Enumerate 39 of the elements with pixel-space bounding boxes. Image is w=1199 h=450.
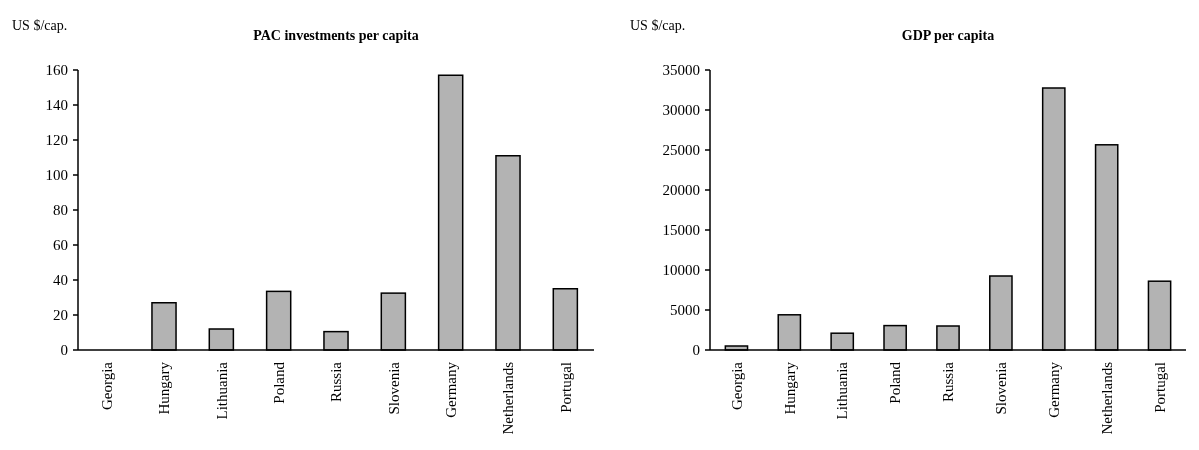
x-tick-label: Poland: [887, 361, 904, 404]
x-tick-label: Hungary: [156, 361, 173, 415]
y-tick-label: 15000: [662, 222, 700, 239]
y-tick-label: 35000: [662, 62, 700, 79]
x-tick-label: Russia: [940, 361, 957, 403]
y-axis-title: US $/cap.: [630, 18, 686, 33]
y-tick-label: 30000: [662, 102, 700, 119]
x-tick-label: Portugal: [557, 362, 574, 413]
y-tick-label: 0: [692, 342, 700, 359]
y-tick-label: 160: [45, 62, 68, 79]
y-tick-label: 20: [53, 307, 68, 324]
y-tick-label: 0: [60, 342, 68, 359]
x-tick-label: Netherlands: [1098, 361, 1115, 435]
x-tick-label: Germany: [1046, 361, 1063, 418]
chart-title: PAC investments per capita: [253, 28, 419, 43]
x-tick-label: Russia: [328, 361, 345, 403]
y-tick-label: 10000: [662, 262, 700, 279]
y-tick-label: 60: [53, 237, 68, 254]
x-tick-label: Slovenia: [993, 361, 1010, 415]
x-tick-label: Netherlands: [500, 361, 517, 435]
y-tick-label: 25000: [662, 142, 700, 159]
chart-title: GDP per capita: [901, 28, 995, 43]
y-tick-label: 140: [45, 97, 68, 114]
y-tick-label: 100: [45, 167, 68, 184]
x-tick-label: Georgia: [98, 361, 115, 411]
x-tick-label: Lithuania: [213, 361, 230, 420]
y-tick-label: 80: [53, 202, 68, 219]
y-tick-label: 120: [45, 132, 68, 149]
x-tick-label: Hungary: [781, 361, 798, 415]
x-tick-label: Slovenia: [385, 361, 402, 415]
x-tick-label: Lithuania: [834, 361, 851, 420]
x-tick-label: Georgia: [728, 361, 745, 411]
y-axis-title: US $/cap.: [12, 18, 68, 33]
y-tick-label: 5000: [670, 302, 700, 319]
x-tick-label: Germany: [442, 361, 459, 418]
y-tick-label: 20000: [662, 182, 700, 199]
x-tick-label: Poland: [270, 361, 287, 404]
x-tick-label: Portugal: [1151, 362, 1168, 413]
y-tick-label: 40: [53, 272, 68, 289]
